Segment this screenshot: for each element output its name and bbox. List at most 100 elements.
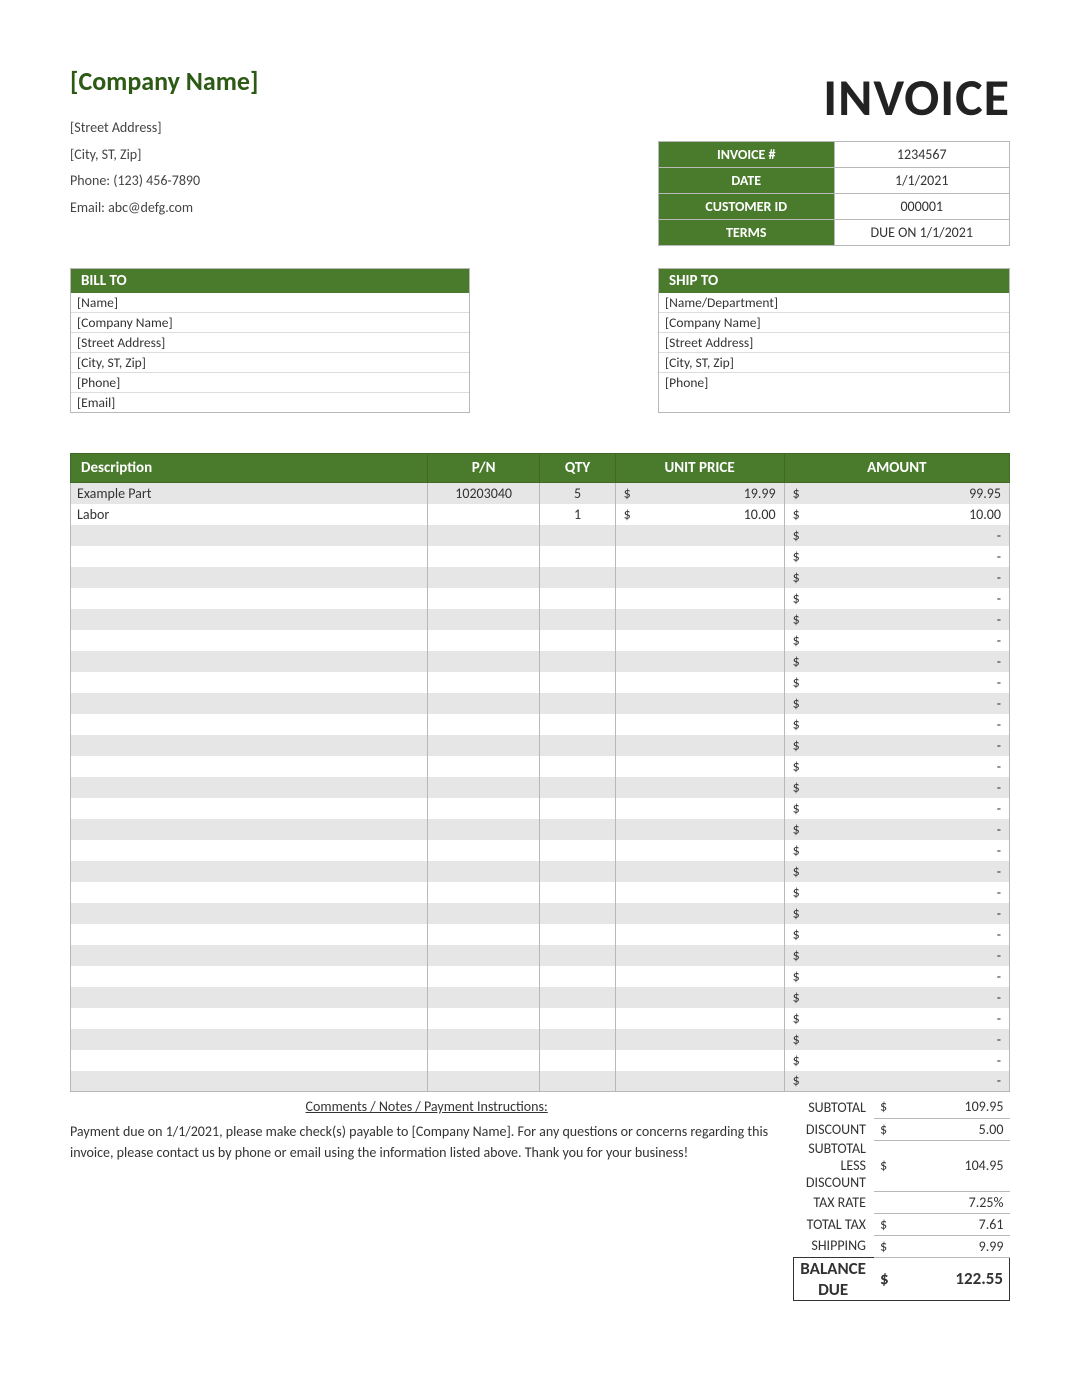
cell-qty: 1 — [540, 504, 615, 525]
cell-pn — [427, 882, 540, 903]
meta-label-invoice-no: INVOICE # — [659, 142, 835, 168]
cell-pn — [427, 672, 540, 693]
cell-amount: $- — [784, 525, 1009, 546]
table-row: $- — [71, 693, 1010, 714]
cell-unit-price — [615, 651, 784, 672]
totals-currency: $ — [874, 1096, 898, 1118]
address-row: BILL TO [Name][Company Name][Street Addr… — [70, 268, 1010, 413]
cell-amount: $- — [784, 735, 1009, 756]
meta-label-date: DATE — [659, 168, 835, 194]
totals-label: TOTAL TAX — [794, 1213, 874, 1235]
cell-unit-price — [615, 1008, 784, 1029]
cell-pn — [427, 756, 540, 777]
cell-description — [71, 714, 428, 735]
address-line: [Name] — [71, 293, 469, 312]
cell-pn — [427, 609, 540, 630]
invoice-meta-table: INVOICE # 1234567 DATE 1/1/2021 CUSTOMER… — [658, 141, 1010, 246]
address-line: [City, ST, Zip] — [71, 352, 469, 372]
cell-qty — [540, 735, 615, 756]
totals-value: 7.61 — [898, 1213, 1010, 1235]
cell-amount: $- — [784, 693, 1009, 714]
cell-amount: $- — [784, 882, 1009, 903]
totals-label: TAX RATE — [794, 1191, 874, 1213]
cell-unit-price — [615, 735, 784, 756]
address-line: [Email] — [71, 392, 469, 412]
cell-qty — [540, 987, 615, 1008]
balance-due-row: BALANCE DUE $ 122.55 — [794, 1257, 1010, 1300]
totals-row: TAX RATE 7.25% — [794, 1191, 1010, 1213]
cell-qty — [540, 714, 615, 735]
address-line: [Company Name] — [659, 312, 1009, 332]
cell-unit-price — [615, 525, 784, 546]
cell-qty — [540, 756, 615, 777]
comments-header: Comments / Notes / Payment Instructions: — [70, 1096, 783, 1118]
cell-pn — [427, 588, 540, 609]
ship-to-box: SHIP TO [Name/Department][Company Name][… — [658, 268, 1010, 413]
invoice-title: INVOICE — [658, 65, 1010, 129]
totals-value: 7.25% — [898, 1191, 1010, 1213]
cell-description — [71, 798, 428, 819]
cell-qty — [540, 840, 615, 861]
cell-description — [71, 567, 428, 588]
totals-value: 9.99 — [898, 1235, 1010, 1257]
cell-unit-price — [615, 777, 784, 798]
cell-description — [71, 840, 428, 861]
company-phone: Phone: (123) 456-7890 — [70, 168, 258, 195]
cell-pn — [427, 861, 540, 882]
totals-value: 104.95 — [898, 1140, 1010, 1191]
cell-amount: $- — [784, 588, 1009, 609]
cell-pn — [427, 1029, 540, 1050]
cell-description — [71, 777, 428, 798]
invoice-meta-block: INVOICE INVOICE # 1234567 DATE 1/1/2021 … — [658, 65, 1010, 246]
cell-description: Example Part — [71, 483, 428, 504]
cell-qty — [540, 630, 615, 651]
col-pn: P/N — [427, 454, 540, 483]
cell-pn — [427, 546, 540, 567]
cell-amount: $- — [784, 756, 1009, 777]
cell-description — [71, 1008, 428, 1029]
cell-unit-price — [615, 1050, 784, 1071]
cell-unit-price — [615, 630, 784, 651]
table-row: $- — [71, 882, 1010, 903]
cell-unit-price — [615, 1071, 784, 1092]
cell-unit-price — [615, 861, 784, 882]
cell-qty — [540, 525, 615, 546]
cell-unit-price — [615, 798, 784, 819]
cell-pn — [427, 525, 540, 546]
company-address: [Street Address] [City, ST, Zip] Phone: … — [70, 115, 258, 221]
table-row: $- — [71, 987, 1010, 1008]
table-row: $- — [71, 588, 1010, 609]
address-line: [Street Address] — [71, 332, 469, 352]
cell-description — [71, 924, 428, 945]
cell-amount: $- — [784, 945, 1009, 966]
cell-description — [71, 756, 428, 777]
company-email: Email: abc@defg.com — [70, 195, 258, 222]
col-amount: AMOUNT — [784, 454, 1009, 483]
totals-label: DISCOUNT — [794, 1118, 874, 1140]
cell-qty — [540, 651, 615, 672]
cell-pn — [427, 966, 540, 987]
cell-description — [71, 903, 428, 924]
totals-currency: $ — [874, 1235, 898, 1257]
cell-unit-price — [615, 714, 784, 735]
totals-value: 5.00 — [898, 1118, 1010, 1140]
totals-currency: $ — [874, 1213, 898, 1235]
cell-description — [71, 945, 428, 966]
table-row: $- — [71, 798, 1010, 819]
cell-amount: $- — [784, 609, 1009, 630]
totals-label: SUBTOTAL — [794, 1096, 874, 1118]
cell-description — [71, 1071, 428, 1092]
cell-qty — [540, 546, 615, 567]
cell-pn — [427, 651, 540, 672]
cell-pn: 10203040 — [427, 483, 540, 504]
cell-qty — [540, 966, 615, 987]
totals-currency: $ — [874, 1140, 898, 1191]
cell-qty — [540, 777, 615, 798]
cell-description — [71, 525, 428, 546]
cell-amount: $- — [784, 861, 1009, 882]
table-row: $- — [71, 735, 1010, 756]
cell-pn — [427, 777, 540, 798]
table-row: $- — [71, 924, 1010, 945]
totals-table: SUBTOTAL$109.95DISCOUNT$5.00SUBTOTAL LES… — [793, 1096, 1010, 1301]
cell-amount: $- — [784, 1050, 1009, 1071]
